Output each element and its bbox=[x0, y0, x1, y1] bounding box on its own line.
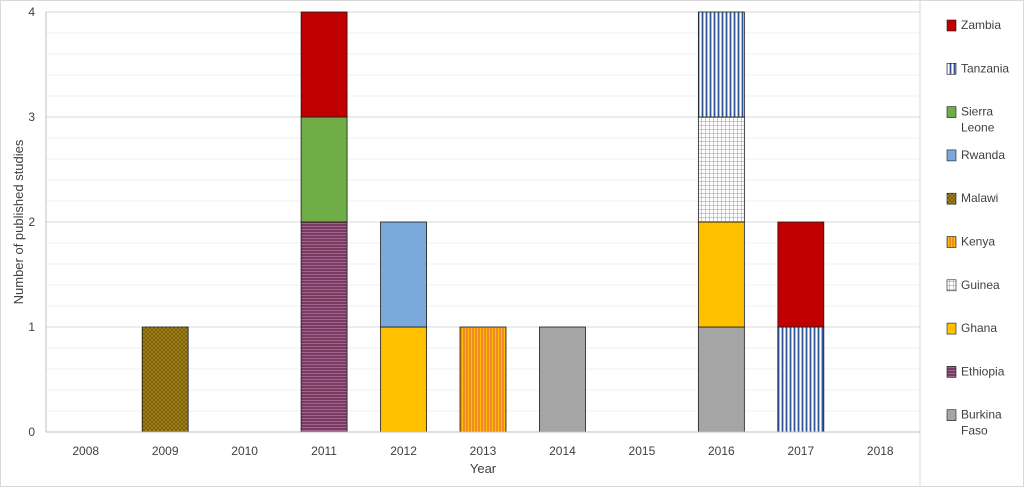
legend-label-line: Malawi bbox=[961, 191, 998, 205]
x-tick-label: 2009 bbox=[152, 444, 179, 458]
y-tick-label: 3 bbox=[28, 110, 35, 124]
bar-segment-malawi-2009 bbox=[141, 326, 189, 433]
x-tick-label: 2008 bbox=[72, 444, 99, 458]
gridlines bbox=[46, 11, 920, 412]
legend-label-line: Burkina bbox=[961, 408, 1002, 422]
x-tick-label: 2012 bbox=[390, 444, 417, 458]
x-tick-label: 2013 bbox=[470, 444, 497, 458]
legend-label-rwanda: Rwanda bbox=[961, 148, 1005, 162]
legend-swatch-guinea bbox=[946, 279, 957, 292]
legend-label-malawi: Malawi bbox=[961, 191, 998, 205]
x-tick-labels: 2008 2009 2010 2011 2012 2013 2014 2015 2016 2017… bbox=[72, 444, 894, 458]
legend-label-line: Sierra bbox=[961, 105, 993, 119]
legend-label-guinea: Guinea bbox=[961, 278, 1000, 292]
x-tick-label: 2017 bbox=[787, 444, 814, 458]
bar-segment-burkina-faso-2016 bbox=[697, 326, 745, 433]
bar-segment-zambia-2017 bbox=[777, 221, 825, 328]
legend-label-line: Ethiopia bbox=[961, 364, 1005, 378]
x-tick-label: 2015 bbox=[629, 444, 656, 458]
legend-label-line: Rwanda bbox=[961, 148, 1005, 162]
bars bbox=[141, 11, 825, 433]
axes bbox=[45, 12, 920, 433]
x-tick-label: 2011 bbox=[311, 444, 337, 458]
legend-label-line: Ghana bbox=[961, 321, 997, 335]
x-tick-label: 2010 bbox=[231, 444, 258, 458]
bar-segment-guinea-2016 bbox=[697, 116, 745, 223]
y-tick-label: 2 bbox=[28, 215, 35, 229]
legend-label-line: Faso bbox=[961, 424, 988, 438]
bar-segment-sierra-leone-2011 bbox=[300, 116, 348, 223]
legend-label-ghana: Ghana bbox=[961, 321, 997, 335]
legend-label-burkina-faso: Burkina Faso bbox=[961, 408, 1002, 438]
legend-label-line: Leone bbox=[961, 121, 995, 135]
legend-label-line: Guinea bbox=[961, 278, 1000, 292]
legend-swatch-burkina-faso bbox=[946, 409, 957, 422]
bar-segment-tanzania-2016 bbox=[697, 11, 745, 118]
legend-label-zambia: Zambia bbox=[961, 18, 1001, 32]
legend-swatch-ghana bbox=[946, 322, 957, 335]
bar-segment-ethiopia-2011 bbox=[300, 221, 348, 433]
legend-swatch-malawi bbox=[946, 192, 957, 205]
legend: Zambia Tanzania Sierra Leone Rwanda Malawi Ken… bbox=[946, 18, 1009, 438]
x-axis-title: Year bbox=[470, 461, 497, 476]
y-tick-label: 4 bbox=[28, 5, 35, 19]
legend-swatch-sierra-leone bbox=[946, 106, 957, 118]
legend-label-line: Kenya bbox=[961, 235, 995, 249]
bar-segment-kenya-2013 bbox=[459, 326, 507, 433]
x-tick-label: 2018 bbox=[867, 444, 894, 458]
legend-swatch-rwanda bbox=[946, 149, 957, 162]
legend-swatch-ethiopia bbox=[946, 366, 957, 378]
bar-segment-ghana-2012 bbox=[380, 326, 427, 433]
legend-label-tanzania: Tanzania bbox=[961, 61, 1009, 75]
bar-segment-burkina-faso-2014 bbox=[539, 326, 586, 433]
legend-swatch-tanzania bbox=[946, 62, 957, 75]
y-axis-title: Number of published studies bbox=[11, 139, 26, 304]
legend-swatch-zambia bbox=[946, 19, 957, 32]
y-tick-label: 0 bbox=[28, 425, 35, 439]
legend-label-ethiopia: Ethiopia bbox=[961, 364, 1005, 378]
bar-segment-zambia-2011 bbox=[300, 11, 348, 118]
legend-label-kenya: Kenya bbox=[961, 235, 995, 249]
bar-segment-rwanda-2012 bbox=[380, 221, 427, 328]
legend-label-line: Tanzania bbox=[961, 61, 1009, 75]
x-tick-label: 2016 bbox=[708, 444, 735, 458]
bar-segment-tanzania-2017 bbox=[777, 326, 825, 433]
x-tick-label: 2014 bbox=[549, 444, 576, 458]
legend-label-line: Zambia bbox=[961, 18, 1001, 32]
bar-segment-ghana-2016 bbox=[697, 221, 745, 328]
legend-label-sierra-leone: Sierra Leone bbox=[961, 105, 995, 135]
y-tick-labels: 0 1 2 3 4 bbox=[28, 5, 35, 439]
y-tick-label: 1 bbox=[28, 320, 35, 334]
legend-swatch-kenya bbox=[946, 236, 957, 248]
